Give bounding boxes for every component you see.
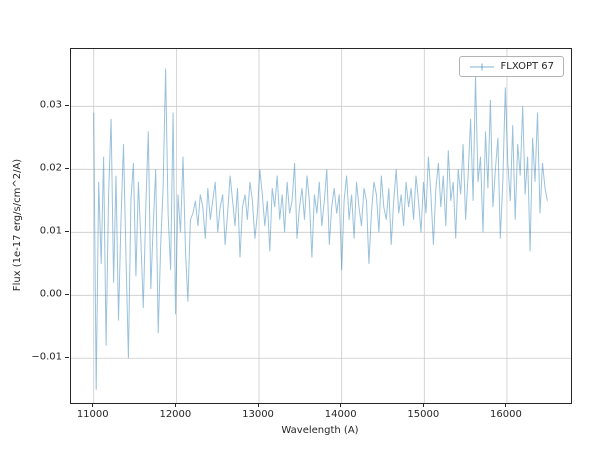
x-tick-mark <box>92 403 94 407</box>
spectrum-line <box>93 68 548 390</box>
y-tick-mark <box>65 167 69 169</box>
y-tick-label: −0.01 <box>31 351 62 363</box>
x-tick-label: 11000 <box>76 409 109 420</box>
legend-label: FLXOPT 67 <box>500 61 554 72</box>
y-tick-label: 0.02 <box>39 162 62 174</box>
plot-area: FLXOPT 67 <box>70 48 572 404</box>
x-tick-label: 15000 <box>407 409 440 420</box>
x-tick-mark <box>505 403 507 407</box>
x-tick-label: 13000 <box>242 409 274 420</box>
x-tick-label: 12000 <box>159 409 192 420</box>
x-tick-mark <box>340 403 342 407</box>
y-tick-mark <box>65 230 69 232</box>
x-tick-mark <box>422 403 424 407</box>
y-tick-label: 0.00 <box>39 288 62 300</box>
y-tick-mark <box>65 356 69 358</box>
y-tick-mark <box>65 293 69 295</box>
x-tick-mark <box>257 403 259 407</box>
legend: FLXOPT 67 <box>458 56 564 77</box>
y-tick-mark <box>65 104 69 106</box>
x-tick-label: 16000 <box>490 409 522 420</box>
legend-line-plus-icon <box>469 63 494 70</box>
y-axis-label: Flux (1e-17 erg/s/cm^2/A) <box>12 158 23 292</box>
x-tick-label: 14000 <box>324 409 357 420</box>
x-axis-label: Wavelength (A) <box>281 425 359 436</box>
y-tick-label: 0.03 <box>39 99 62 111</box>
x-tick-mark <box>174 403 176 407</box>
spectrum-plot <box>71 49 571 403</box>
y-tick-label: 0.01 <box>39 225 62 237</box>
